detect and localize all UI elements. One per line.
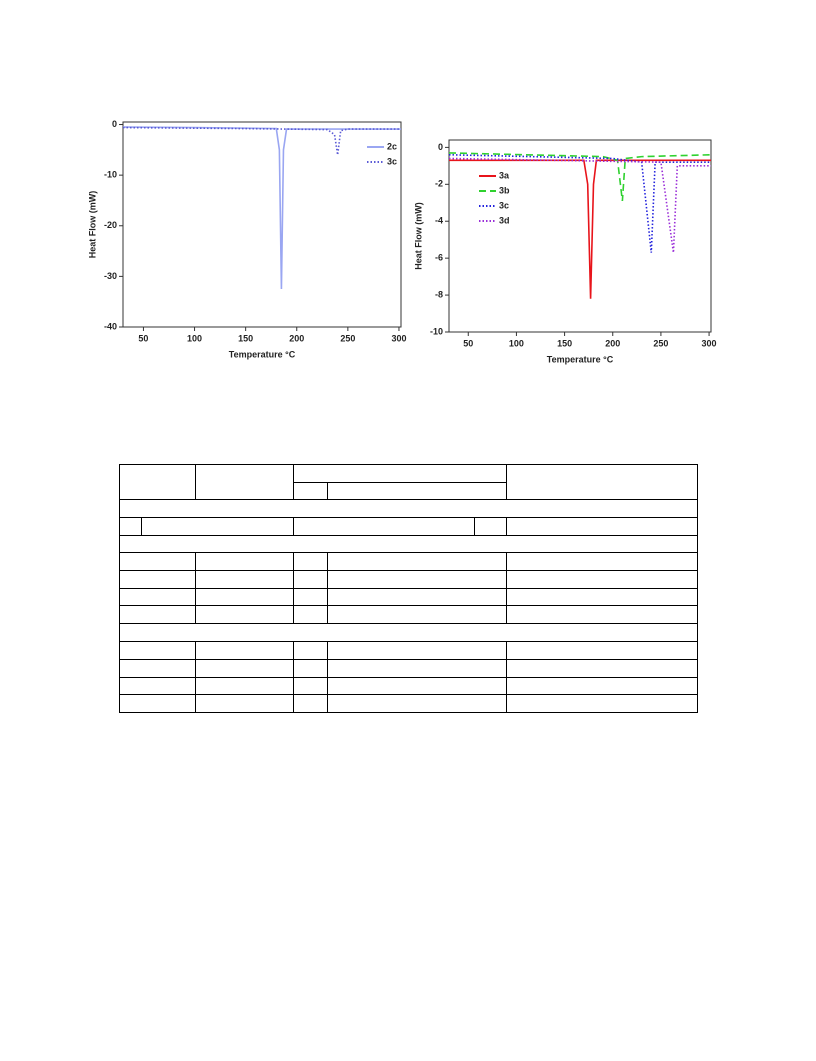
- x-tick-label: 300: [702, 338, 717, 348]
- data-line: [448, 157, 711, 253]
- empty-table: [119, 464, 698, 713]
- legend-label: 2c: [387, 141, 397, 151]
- legend-label: 3b: [499, 185, 510, 195]
- x-axis-label: Temperature °C: [229, 349, 296, 359]
- y-tick-label: -10: [430, 326, 443, 336]
- y-tick-label: -2: [435, 179, 443, 189]
- y-tick-label: -4: [435, 216, 443, 226]
- y-tick-label: -8: [435, 289, 443, 299]
- x-tick-label: 50: [138, 333, 148, 343]
- legend-label: 3d: [499, 215, 510, 225]
- y-axis-label: Heat Flow (mW): [413, 202, 423, 270]
- x-tick-label: 200: [289, 333, 304, 343]
- x-axis-label: Temperature °C: [547, 354, 614, 364]
- legend-label: 3c: [499, 200, 509, 210]
- plot-frame: [448, 139, 712, 333]
- x-tick-label: 100: [509, 338, 524, 348]
- plot-frame: [122, 121, 402, 328]
- x-tick-label: 100: [187, 333, 202, 343]
- data-line: [122, 126, 401, 156]
- legend-label: 3c: [387, 156, 397, 166]
- y-axis-label: Heat Flow (mW): [87, 191, 97, 259]
- data-line: [122, 126, 401, 290]
- y-tick-label: -10: [104, 170, 117, 180]
- x-tick-label: 50: [463, 338, 473, 348]
- x-tick-label: 250: [340, 333, 355, 343]
- x-tick-label: 300: [391, 333, 406, 343]
- data-line: [448, 153, 711, 253]
- y-tick-label: -40: [104, 321, 117, 331]
- x-tick-label: 150: [238, 333, 253, 343]
- y-tick-label: 0: [112, 119, 117, 129]
- chart: 50 100 150 200 250 300 0 -10 -20 -30 -40 Temperatur…: [87, 119, 406, 359]
- data-line: [449, 159, 711, 299]
- x-tick-label: 200: [605, 338, 620, 348]
- y-tick-label: -6: [435, 253, 443, 263]
- y-tick-label: -20: [104, 220, 117, 230]
- x-tick-label: 150: [557, 338, 572, 348]
- y-tick-label: 0: [438, 142, 443, 152]
- legend-label: 3a: [499, 170, 510, 180]
- chart: 50 100 150 200 250 300 0 -2 -4 -6 -8 -10 Temperature…: [413, 139, 717, 364]
- y-tick-label: -30: [104, 271, 117, 281]
- x-tick-label: 250: [653, 338, 668, 348]
- data-line: [448, 152, 712, 202]
